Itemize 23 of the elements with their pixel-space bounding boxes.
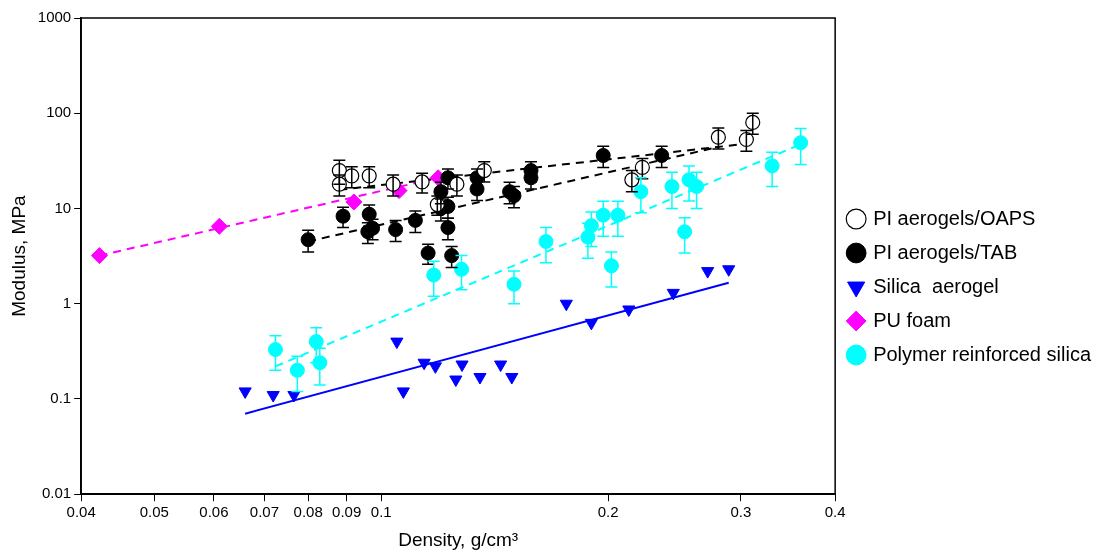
y-tick-label: 0.1	[50, 389, 72, 407]
x-tick-label: 0.05	[139, 503, 169, 521]
x-tick-label: 0.2	[597, 503, 619, 521]
x-tick-label: 0.4	[824, 503, 846, 521]
y-tick-label: 1000	[37, 8, 72, 26]
x-tick-label: 0.06	[199, 503, 229, 521]
x-tick-label: 0.3	[730, 503, 752, 521]
x-tick-label: 0.08	[293, 503, 323, 521]
legend-label: PI aerogels/TAB	[873, 240, 1018, 263]
x-tick-label: 0.09	[332, 503, 362, 521]
legend-label: PU foam	[873, 308, 951, 331]
legend-label: Polymer reinforced silica	[873, 342, 1092, 365]
x-tick-label: 0.1	[370, 503, 392, 521]
y-axis-title: Modulus, MPa	[7, 194, 29, 317]
x-tick-label: 0.04	[66, 503, 96, 521]
y-tick-label: 100	[46, 103, 72, 121]
x-tick-label: 0.07	[249, 503, 280, 521]
legend-label: PI aerogels/OAPS	[873, 206, 1036, 229]
legend-label: Silica aerogel	[873, 274, 999, 297]
y-tick-label: 0.01	[41, 484, 72, 502]
y-tick-label: 1	[62, 293, 72, 311]
y-tick-label: 10	[54, 198, 72, 216]
x-axis-title: Density, g/cm³	[398, 528, 519, 550]
